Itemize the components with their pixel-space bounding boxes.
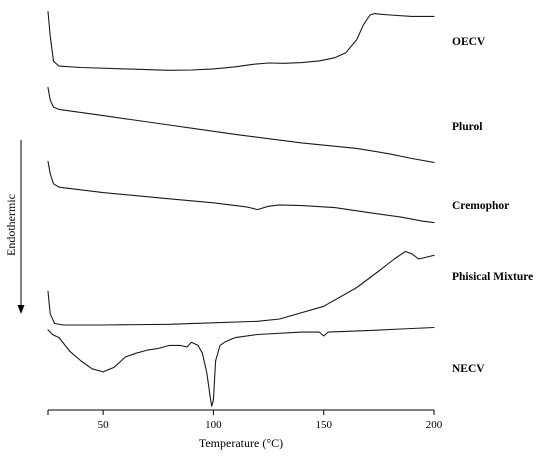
x-tick-label-150: 150	[315, 419, 332, 431]
x-axis-ticks: 50 100 150 200	[47, 410, 443, 431]
series-labels: OECV Plurol Cremophor Phisical Mixture NECV	[452, 36, 533, 375]
x-tick-label-200: 200	[426, 419, 443, 431]
x-tick-label-100: 100	[205, 419, 222, 431]
y-axis-title: Endothermic	[4, 194, 18, 256]
curve-necv	[47, 326, 435, 407]
label-cremophor: Cremophor	[452, 200, 509, 212]
curve-oecv	[47, 10, 435, 71]
endothermic-indicator: Endothermic	[4, 140, 25, 314]
curve-physical-mixture	[47, 250, 435, 326]
label-necv: NECV	[452, 363, 485, 375]
x-axis-title: Temperature (°C)	[199, 436, 283, 450]
endothermic-arrow-head	[17, 305, 25, 314]
label-physical-mixture: Phisical Mixture	[452, 271, 533, 283]
series-curves	[47, 10, 435, 407]
curve-cremophor	[47, 160, 435, 224]
x-tick-label-50: 50	[98, 419, 110, 431]
curve-plurol	[47, 87, 435, 163]
label-oecv: OECV	[452, 36, 486, 48]
label-plurol: Plurol	[452, 121, 482, 133]
